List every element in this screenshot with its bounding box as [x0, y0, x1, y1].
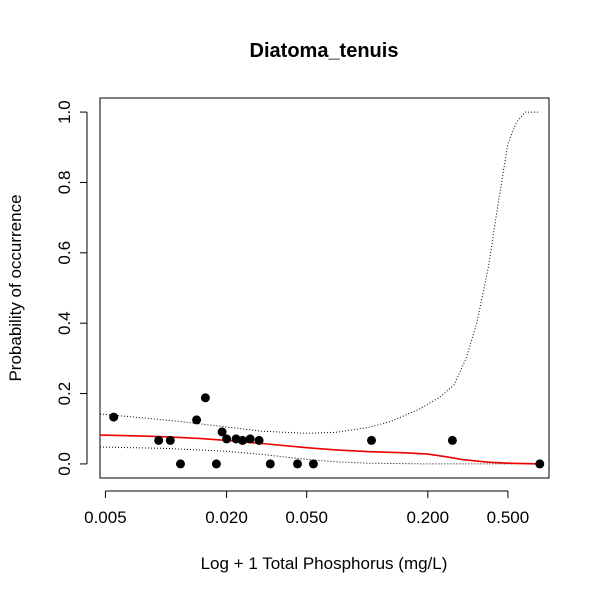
data-point: [308, 459, 318, 469]
y-tick-label: 0.4: [55, 311, 74, 335]
data-point: [293, 459, 302, 469]
chart-title: Diatoma_tenuis: [250, 40, 399, 62]
x-tick-label: 0.200: [407, 508, 450, 527]
fit-line: [99, 434, 540, 465]
data-point: [265, 459, 275, 469]
fitted-curve: [99, 434, 540, 465]
y-tick-label: 0.0: [55, 452, 74, 476]
y-axis: 0.0 0.2 0.4 0.6 0.8 1.0: [55, 100, 88, 476]
data-point: [200, 393, 210, 403]
x-tick-label: 0.500: [487, 508, 530, 527]
data-point: [367, 435, 376, 445]
data-point: [245, 434, 255, 444]
y-tick-label: 1.0: [55, 100, 74, 124]
data-point: [217, 427, 227, 437]
data-point: [222, 434, 232, 444]
data-point: [192, 415, 202, 425]
data-point: [254, 435, 264, 445]
x-tick-label: 0.005: [84, 508, 127, 527]
data-point: [176, 459, 185, 469]
y-axis-label: Probability of occurrence: [6, 194, 25, 381]
x-axis: 0.005 0.020 0.050 0.200 0.500: [84, 490, 530, 527]
data-point: [238, 435, 247, 445]
data-point: [447, 435, 457, 445]
data-point: [109, 412, 119, 422]
x-tick-label: 0.050: [285, 508, 328, 527]
ci-upper-line: [99, 111, 540, 434]
confidence-band: [99, 111, 540, 465]
y-tick-label: 0.8: [55, 171, 74, 195]
data-point: [211, 459, 221, 469]
data-point: [165, 435, 175, 445]
data-point: [535, 459, 545, 469]
x-axis-label: Log + 1 Total Phosphorus (mg/L): [201, 554, 448, 573]
plot-frame: [99, 97, 550, 479]
observations: [109, 393, 545, 469]
x-tick-label: 0.020: [205, 508, 248, 527]
ci-lower-line: [99, 446, 540, 465]
data-point: [154, 435, 164, 445]
y-tick-label: 0.2: [55, 382, 74, 406]
y-tick-label: 0.6: [55, 241, 74, 265]
